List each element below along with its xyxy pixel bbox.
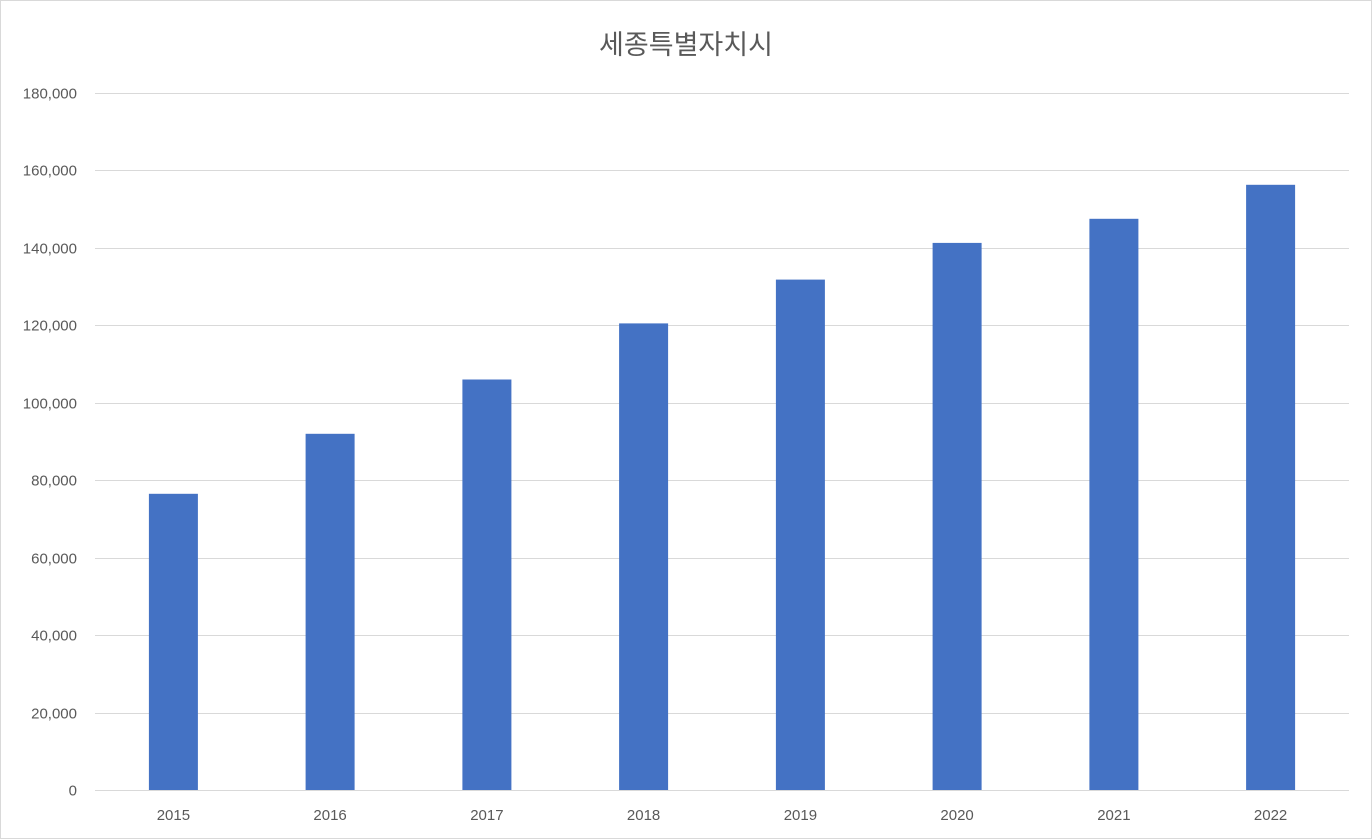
y-tick-label: 60,000 bbox=[31, 551, 77, 568]
x-tick-label: 2021 bbox=[1097, 807, 1130, 824]
x-tick-label: 2020 bbox=[940, 807, 973, 824]
y-tick-label: 160,000 bbox=[23, 163, 77, 180]
bar-2015 bbox=[148, 493, 198, 790]
x-tick-label: 2016 bbox=[313, 807, 346, 824]
bars bbox=[148, 184, 1296, 791]
gridlines bbox=[95, 93, 1349, 791]
bar-2022 bbox=[1246, 184, 1296, 791]
y-tick-label: 180,000 bbox=[23, 86, 77, 103]
y-tick-label: 0 bbox=[69, 783, 77, 800]
x-tick-label: 2015 bbox=[157, 807, 190, 824]
x-tick-label: 2022 bbox=[1254, 807, 1287, 824]
chart-title: 세종특별자치시 bbox=[599, 30, 773, 61]
y-tick-label: 20,000 bbox=[31, 706, 77, 723]
y-axis-ticks: 0 20,000 40,000 60,000 80,000 100,000 120,000 1… bbox=[23, 86, 77, 800]
bar-2016 bbox=[305, 433, 355, 790]
y-tick-label: 40,000 bbox=[31, 628, 77, 645]
y-tick-label: 100,000 bbox=[23, 396, 77, 413]
y-tick-label: 140,000 bbox=[23, 241, 77, 258]
bar-2017 bbox=[462, 379, 512, 790]
bar-2021 bbox=[1089, 218, 1139, 791]
x-tick-label: 2019 bbox=[784, 807, 817, 824]
bar-2020 bbox=[932, 242, 982, 790]
y-tick-label: 120,000 bbox=[23, 318, 77, 335]
x-axis-ticks: 2015 2016 2017 2018 2019 2020 2021 2022 bbox=[157, 807, 1288, 824]
bar-2019 bbox=[775, 279, 825, 790]
y-tick-label: 80,000 bbox=[31, 473, 77, 490]
x-tick-label: 2017 bbox=[470, 807, 503, 824]
x-tick-label: 2018 bbox=[627, 807, 660, 824]
bar-2018 bbox=[619, 323, 669, 790]
